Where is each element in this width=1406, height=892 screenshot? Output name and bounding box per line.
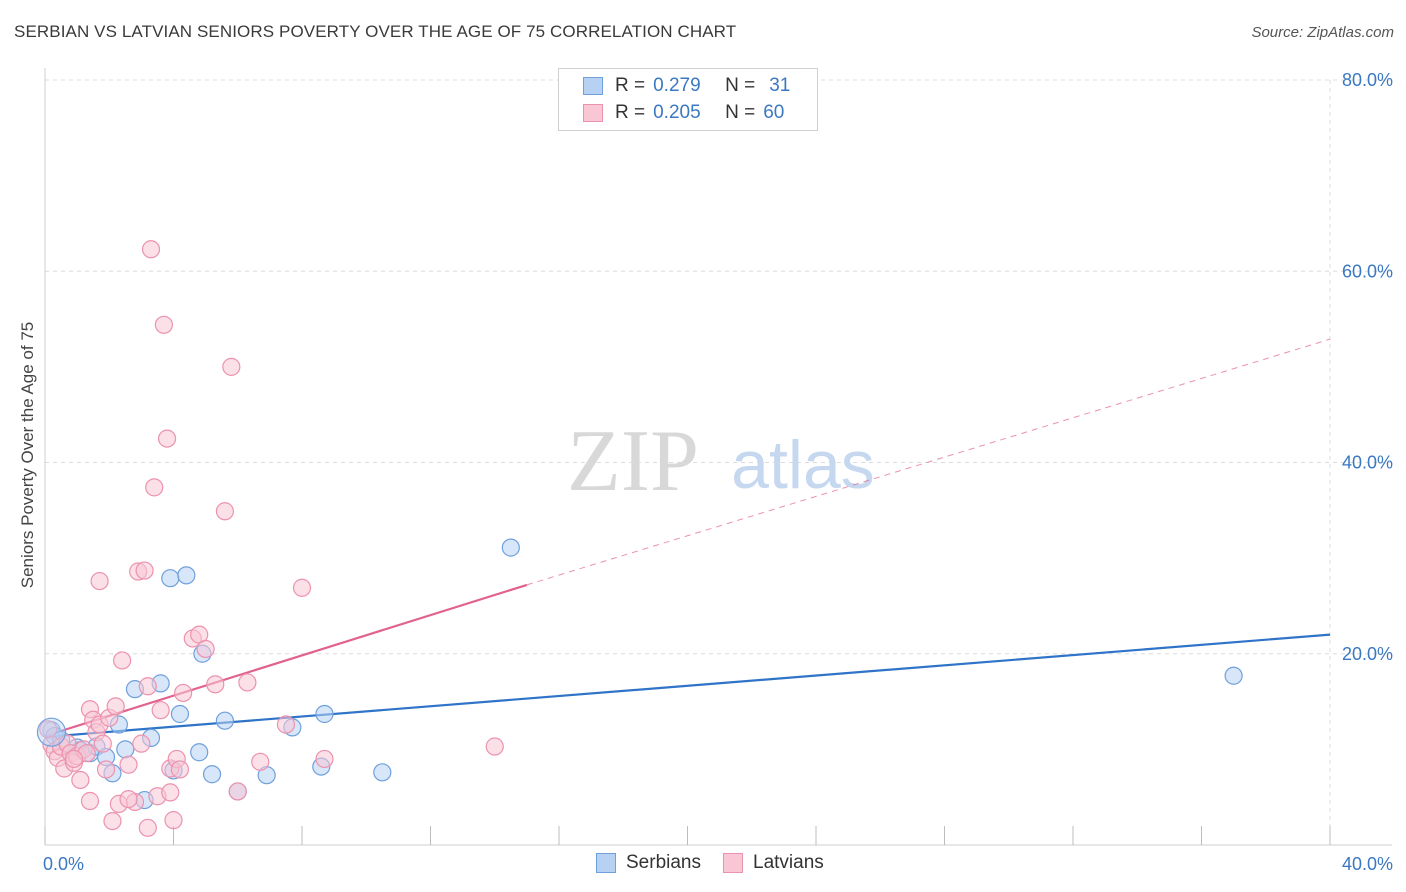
latvian-point <box>135 561 154 580</box>
serbian-point <box>190 743 209 762</box>
latvian-point <box>292 578 312 597</box>
axes <box>44 68 1392 846</box>
y-tick-label: 60.0% <box>1342 261 1393 281</box>
serbian-point <box>1224 666 1243 685</box>
latvian-point <box>138 677 157 696</box>
serbian-point <box>215 711 234 730</box>
legend-r-value: 0.205 <box>653 102 701 123</box>
serbian-point <box>170 704 190 724</box>
y-tick-label: 40.0% <box>1342 453 1393 473</box>
serbian-cluster-point <box>36 717 67 747</box>
series-swatch-latvians <box>723 853 743 873</box>
chart-title: SERBIAN VS LATVIAN SENIORS POVERTY OVER … <box>14 22 737 41</box>
latvian-point <box>119 755 138 774</box>
latvian-trend-line <box>44 583 528 738</box>
latvian-point <box>164 811 183 830</box>
series-legend-latvians[interactable]: Latvians <box>723 852 824 874</box>
legend-row-latvians: R = 0.205 N = 60 <box>583 102 784 124</box>
latvian-point <box>112 651 132 670</box>
legend-swatch-serbians <box>583 77 603 95</box>
gridlines <box>45 79 1392 845</box>
serbian-point <box>315 704 334 724</box>
series-legend: Serbians Latvians <box>596 852 846 874</box>
trend-lines <box>44 338 1331 739</box>
legend-n-label: N = <box>725 75 756 96</box>
serbian-point <box>116 740 135 759</box>
latvian-point <box>64 749 84 769</box>
data-points <box>36 240 1243 837</box>
latvian-point <box>145 478 164 497</box>
latvian-point <box>170 760 190 779</box>
watermark-atlas: atlas <box>731 427 875 503</box>
latvian-point <box>119 789 138 809</box>
latvian-point <box>157 429 177 448</box>
series-legend-serbians[interactable]: Serbians <box>596 852 701 874</box>
latvian-point <box>132 734 151 753</box>
legend-r-value: 0.279 <box>653 75 701 96</box>
latvian-point <box>138 818 157 837</box>
latvian-point <box>222 357 241 376</box>
watermark-zip: ZIP <box>567 413 699 510</box>
latvian-point <box>485 737 504 756</box>
latvian-point <box>103 811 122 831</box>
latvian-point <box>90 571 109 591</box>
serbian-point <box>373 763 392 782</box>
latvian-point <box>174 683 193 703</box>
serbian-trend-line <box>44 633 1331 739</box>
y-tick-label: 80.0% <box>1342 70 1393 90</box>
serbian-point <box>177 566 196 585</box>
latvian-point <box>276 715 296 734</box>
latvian-point <box>206 675 225 694</box>
legend-r-label: R = <box>615 102 646 123</box>
series-label-latvians: Latvians <box>753 852 824 873</box>
latvian-point <box>80 791 100 811</box>
source-label: Source: ZipAtlas.com <box>1251 24 1394 41</box>
y-tick-label: 20.0% <box>1342 644 1393 664</box>
latvian-trend-extension <box>526 338 1331 586</box>
latvian-point <box>161 783 180 802</box>
latvian-point <box>93 734 112 753</box>
latvian-point <box>251 752 270 771</box>
latvian-point <box>238 673 257 692</box>
legend-n-label: N = <box>725 102 756 123</box>
latvian-point <box>141 240 161 259</box>
legend-swatch-latvians <box>583 104 603 122</box>
series-swatch-serbians <box>596 853 616 873</box>
latvian-point <box>154 315 173 334</box>
latvian-point <box>106 697 125 716</box>
latvian-point <box>96 760 116 779</box>
x-tick-label: 0.0% <box>43 854 84 874</box>
latvian-point <box>315 749 334 769</box>
latvian-point <box>228 782 247 801</box>
legend-row-serbians: R = 0.279 N = 31 <box>583 75 790 97</box>
series-label-serbians: Serbians <box>626 852 701 873</box>
serbian-point <box>202 765 222 784</box>
x-tick-label: 40.0% <box>1342 854 1393 874</box>
latvian-point <box>196 639 215 659</box>
latvian-point <box>151 701 170 720</box>
legend-n-value: 60 <box>763 102 785 123</box>
latvian-point <box>215 502 234 521</box>
latvian-point <box>71 770 90 790</box>
legend-r-label: R = <box>615 75 646 96</box>
legend-n-value: 31 <box>769 75 791 96</box>
watermark: ZIP atlas <box>567 413 875 510</box>
stats-legend: R = 0.279 N = 31 R = 0.205 N = 60 <box>558 68 818 131</box>
serbian-point <box>501 538 520 557</box>
tick-labels: 20.0% 40.0% 60.0% 80.0% 0.0% 40.0% <box>43 70 1393 874</box>
serbian-point <box>161 569 180 588</box>
